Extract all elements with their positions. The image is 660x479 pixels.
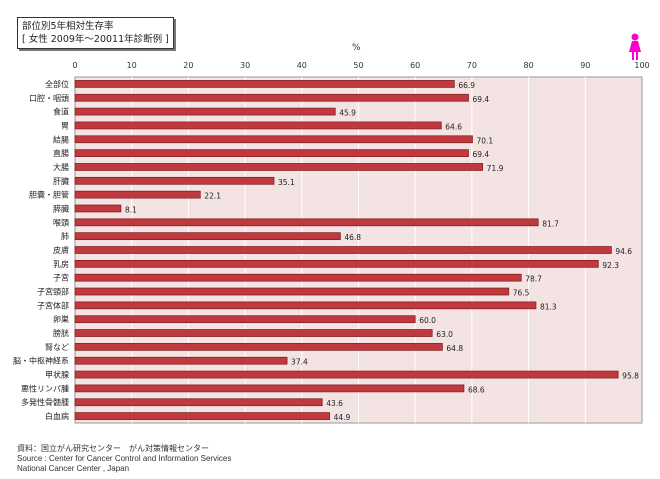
data-label: 69.4 <box>472 95 489 104</box>
bar <box>74 398 323 407</box>
data-label: 76.5 <box>513 289 530 298</box>
category-label: 皮膚 <box>53 245 69 255</box>
category-label: 脳・中枢神経系 <box>13 356 69 366</box>
source-line-ja: 資料：国立がん研究センター がん対策情報センター <box>17 444 209 453</box>
data-label: 64.6 <box>445 122 462 131</box>
x-tick-label: 20 <box>183 61 193 70</box>
bar <box>74 204 122 213</box>
category-label: 結腸 <box>53 134 69 144</box>
category-label: 膀胱 <box>53 328 69 338</box>
category-label: 肝臓 <box>53 176 69 186</box>
data-label: 45.9 <box>339 109 356 118</box>
bar <box>74 149 469 157</box>
category-label: 子宮体部 <box>37 300 69 310</box>
data-label: 63.0 <box>436 330 453 339</box>
chart-title-box: 部位別5年相対生存率 [ 女性 2009年～20011年診断例 ] <box>17 17 174 49</box>
x-tick-label: 50 <box>353 61 363 70</box>
data-label: 81.3 <box>540 302 557 311</box>
category-label: 腎など <box>45 343 69 352</box>
chart-title: 部位別5年相対生存率 <box>22 21 114 32</box>
category-label: 白血病 <box>45 411 69 421</box>
data-label: 46.8 <box>344 233 361 242</box>
category-label: 肺 <box>61 232 69 241</box>
data-label: 66.9 <box>458 81 475 90</box>
x-axis-label: % <box>352 43 361 53</box>
bar <box>74 259 599 268</box>
category-label: 全部位 <box>45 79 69 89</box>
x-tick-label: 40 <box>297 61 307 70</box>
bar <box>74 287 510 296</box>
category-label: 胆嚢・胆管 <box>29 190 69 200</box>
category-label: 直腸 <box>53 148 69 158</box>
category-label: 膵臓 <box>53 203 69 213</box>
category-label: 大腸 <box>53 162 69 172</box>
data-label: 78.7 <box>525 275 542 284</box>
bar <box>74 315 416 324</box>
x-tick-label: 70 <box>467 61 477 70</box>
data-label: 68.6 <box>468 385 485 394</box>
x-tick-label: 90 <box>580 61 590 70</box>
x-tick-label: 100 <box>634 61 649 70</box>
bar <box>74 176 275 185</box>
bar <box>74 412 330 420</box>
category-label: 卵巣 <box>53 314 69 324</box>
category-label: 子宮 <box>53 273 69 283</box>
x-tick-label: 10 <box>127 61 137 70</box>
data-label: 95.8 <box>622 372 639 381</box>
data-label: 81.7 <box>542 219 559 228</box>
female-icon <box>629 33 641 60</box>
data-label: 64.8 <box>446 344 463 353</box>
category-label: 食道 <box>53 107 69 117</box>
data-label: 92.3 <box>602 261 619 270</box>
category-label: 多発性骨髄腫 <box>21 397 69 407</box>
bar <box>74 232 341 241</box>
category-label: 胃 <box>61 121 69 130</box>
data-label: 43.6 <box>326 399 343 408</box>
data-label: 8.1 <box>125 205 137 214</box>
x-tick-label: 60 <box>410 61 420 70</box>
chart-subtitle: [ 女性 2009年～20011年診断例 ] <box>22 34 169 45</box>
category-label: 喉頭 <box>53 217 69 227</box>
data-label: 37.4 <box>291 358 308 367</box>
x-tick-label: 0 <box>72 61 77 70</box>
category-label: 甲状腺 <box>45 370 69 380</box>
data-label: 22.1 <box>204 192 221 201</box>
data-label: 94.6 <box>615 247 632 256</box>
source-note: 資料：国立がん研究センター がん対策情報センター Source : Center… <box>17 444 231 474</box>
bar <box>74 135 473 144</box>
bar <box>74 370 619 379</box>
bar <box>74 218 539 227</box>
source-line-en: Source : Center for Cancer Control and I… <box>17 454 232 463</box>
data-label: 44.9 <box>334 413 351 422</box>
bar <box>74 343 443 351</box>
bar <box>74 190 201 199</box>
source-line-org: National Cancer Center , Japan <box>17 464 130 473</box>
bar <box>74 356 288 365</box>
bar <box>74 107 336 116</box>
data-label: 35.1 <box>278 178 295 187</box>
bar <box>74 80 455 88</box>
x-tick-label: 80 <box>524 61 534 70</box>
data-label: 60.0 <box>419 316 436 325</box>
bar <box>74 384 465 393</box>
category-label: 悪性リンパ腫 <box>21 383 69 393</box>
data-label: 69.4 <box>472 150 489 159</box>
bar <box>74 329 433 337</box>
bar <box>74 273 522 282</box>
x-tick-label: 30 <box>240 61 250 70</box>
bar <box>74 246 612 254</box>
data-label: 70.1 <box>476 136 493 145</box>
category-label: 口腔・咽頭 <box>29 93 69 103</box>
category-label: 子宮頸部 <box>37 287 69 297</box>
bar <box>74 121 442 130</box>
data-label: 71.9 <box>487 164 504 173</box>
category-label: 乳房 <box>53 259 69 269</box>
bar <box>74 93 469 102</box>
bar <box>74 301 537 310</box>
bar <box>74 163 484 171</box>
